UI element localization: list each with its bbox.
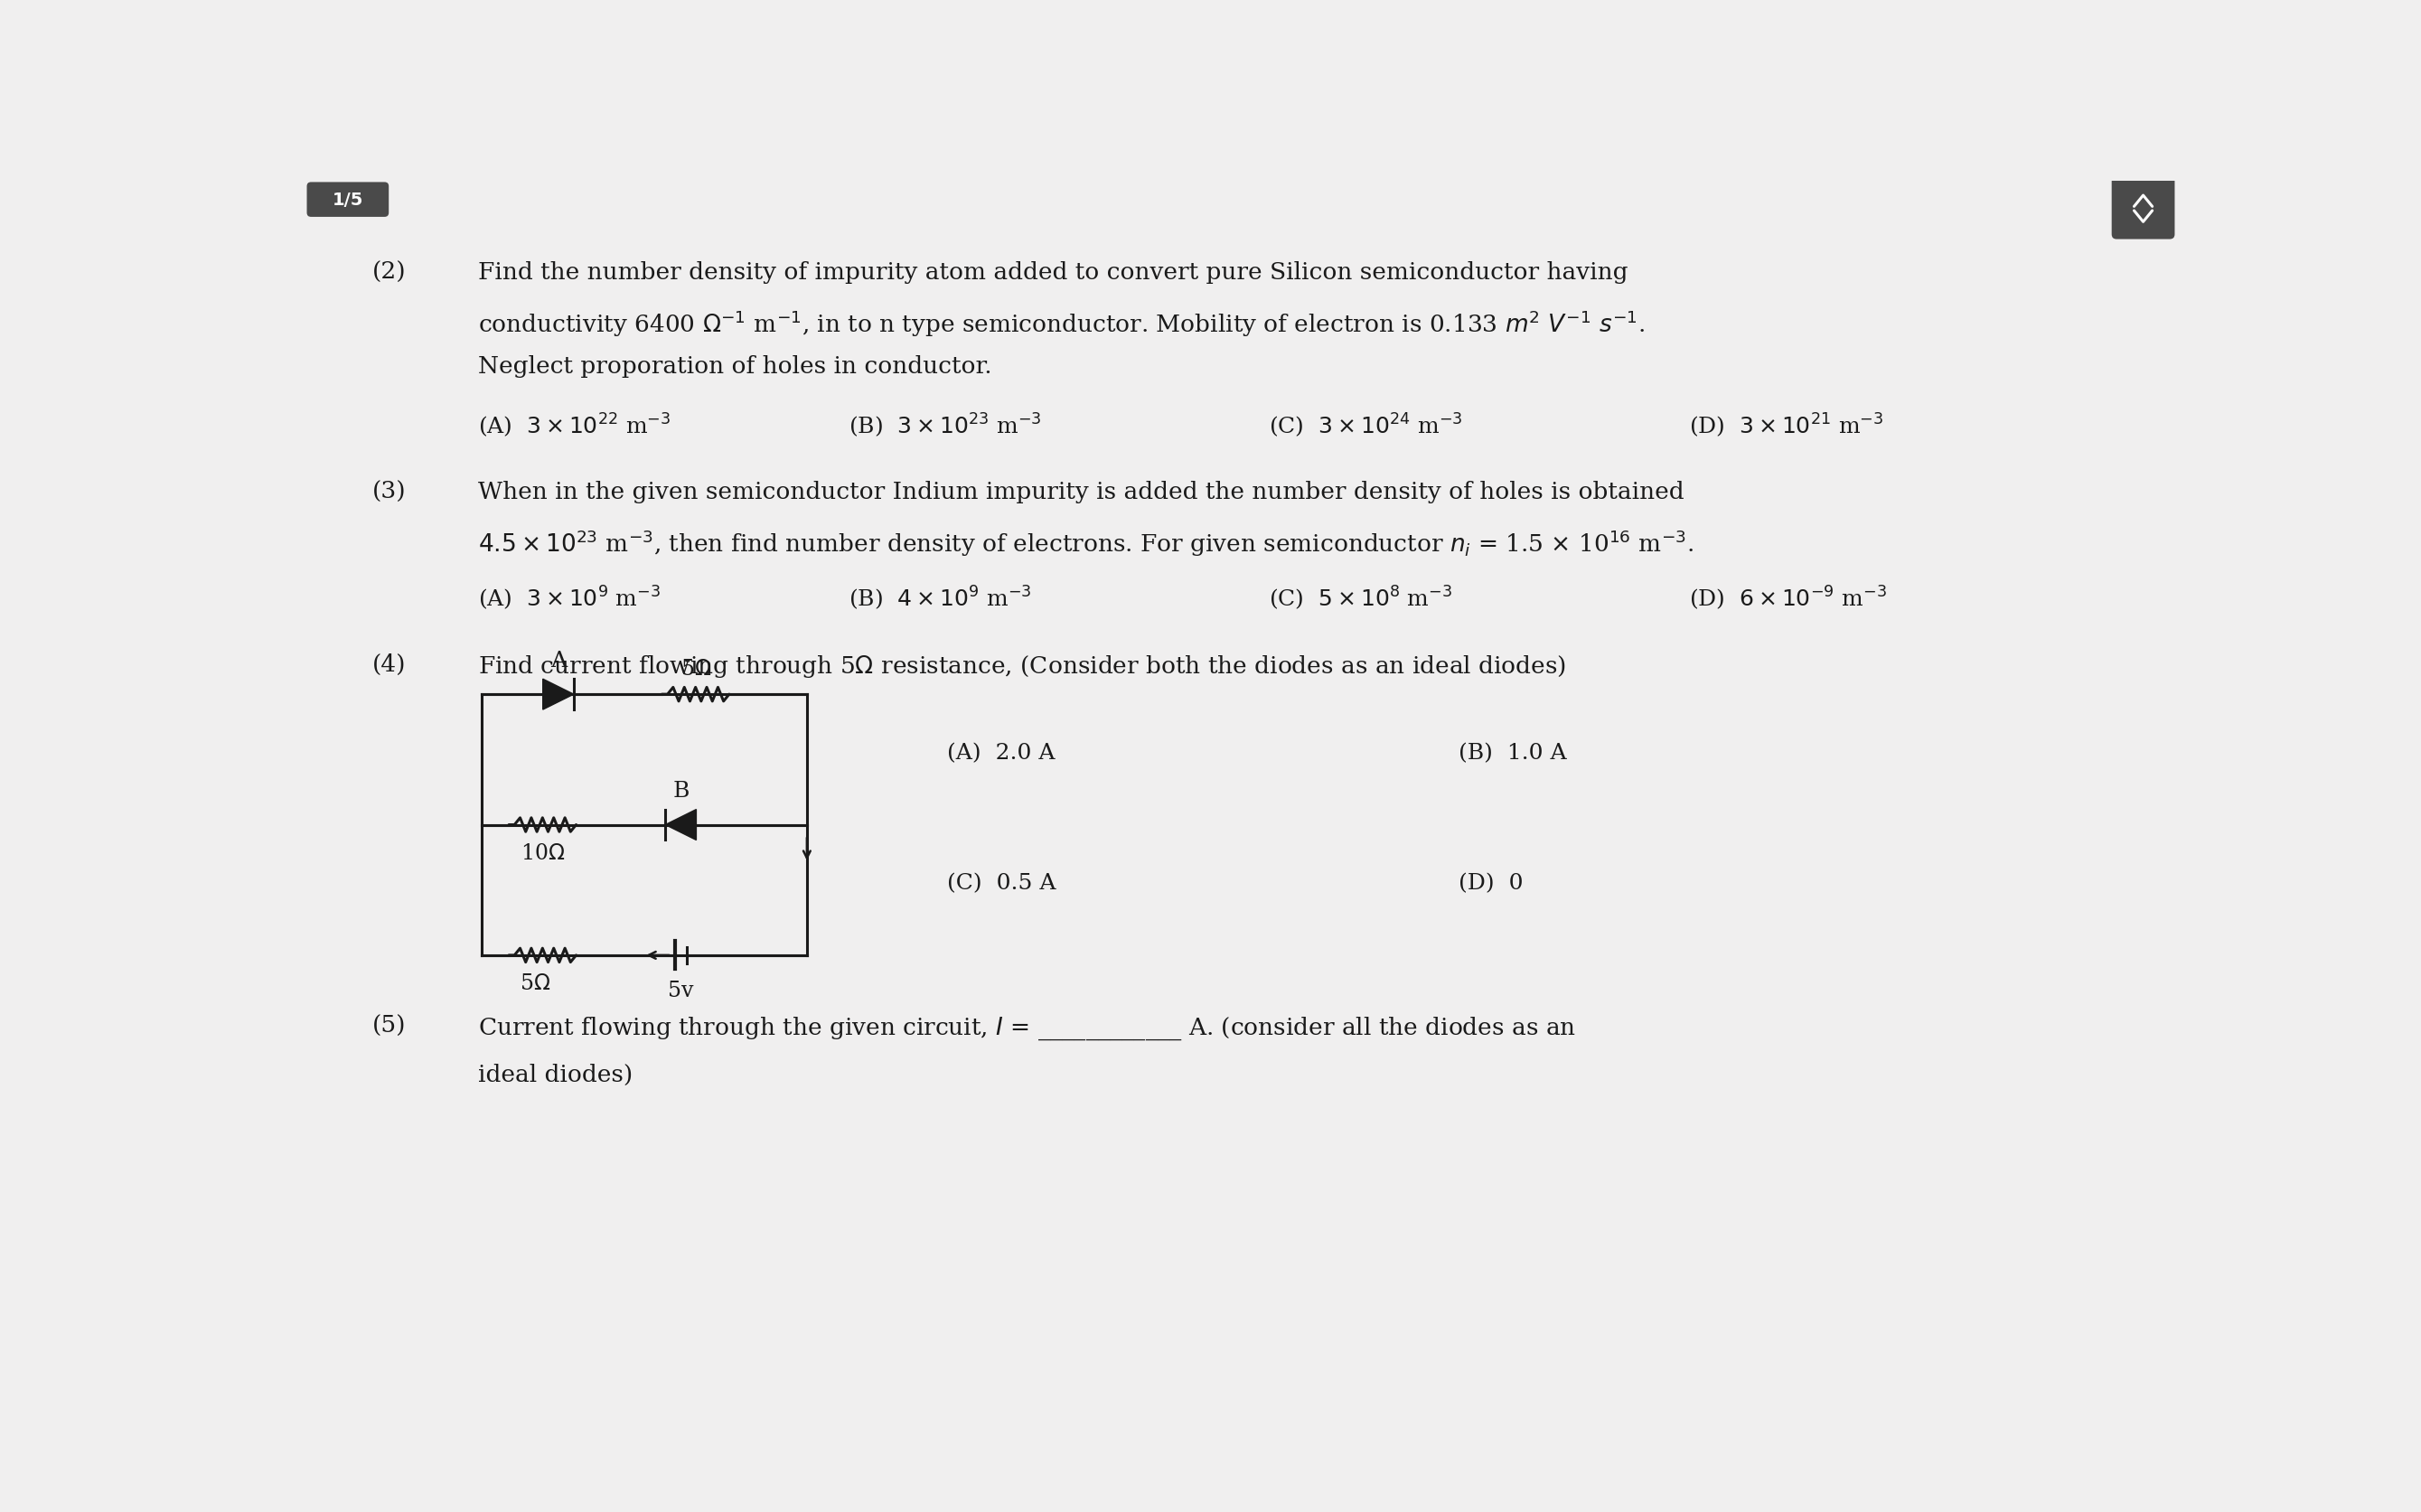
Text: (C)  $3\times10^{24}$ m$^{-3}$: (C) $3\times10^{24}$ m$^{-3}$ xyxy=(1269,411,1462,438)
Text: (B)  1.0 A: (B) 1.0 A xyxy=(1457,742,1566,764)
Text: (5): (5) xyxy=(373,1015,407,1037)
Text: (D)  $3\times10^{21}$ m$^{-3}$: (D) $3\times10^{21}$ m$^{-3}$ xyxy=(1690,411,1884,438)
Text: (B)  $4\times10^{9}$ m$^{-3}$: (B) $4\times10^{9}$ m$^{-3}$ xyxy=(850,584,1031,611)
Text: 1/5: 1/5 xyxy=(332,192,363,209)
FancyBboxPatch shape xyxy=(307,183,390,218)
Text: (4): (4) xyxy=(373,653,407,676)
Text: (A)  2.0 A: (A) 2.0 A xyxy=(947,742,1056,764)
Text: (D)  $6\times10^{-9}$ m$^{-3}$: (D) $6\times10^{-9}$ m$^{-3}$ xyxy=(1690,584,1886,611)
Text: 5$\Omega$: 5$\Omega$ xyxy=(521,972,552,993)
Text: (C)  $5\times10^{8}$ m$^{-3}$: (C) $5\times10^{8}$ m$^{-3}$ xyxy=(1269,584,1453,611)
Text: (A)  $3\times10^{9}$ m$^{-3}$: (A) $3\times10^{9}$ m$^{-3}$ xyxy=(477,584,661,611)
Text: $4.5\times10^{23}$ m$^{-3}$, then find number density of electrons. For given se: $4.5\times10^{23}$ m$^{-3}$, then find n… xyxy=(477,528,1692,558)
Text: Find the number density of impurity atom added to convert pure Silicon semicondu: Find the number density of impurity atom… xyxy=(477,260,1627,283)
Text: 5$\Omega$: 5$\Omega$ xyxy=(680,659,712,679)
Polygon shape xyxy=(666,810,697,841)
Text: conductivity 6400 $\Omega^{-1}$ m$^{-1}$, in to n type semiconductor. Mobility o: conductivity 6400 $\Omega^{-1}$ m$^{-1}$… xyxy=(477,308,1644,339)
Text: (B)  $3\times10^{23}$ m$^{-3}$: (B) $3\times10^{23}$ m$^{-3}$ xyxy=(850,411,1041,438)
Text: (3): (3) xyxy=(373,481,407,503)
Text: (C)  0.5 A: (C) 0.5 A xyxy=(947,872,1056,894)
Text: Current flowing through the given circuit, $I$ = ____________ A. (consider all t: Current flowing through the given circui… xyxy=(477,1015,1576,1042)
Text: When in the given semiconductor Indium impurity is added the number density of h: When in the given semiconductor Indium i… xyxy=(477,481,1685,503)
Text: ideal diodes): ideal diodes) xyxy=(477,1063,632,1086)
Text: Neglect proporation of holes in conductor.: Neglect proporation of holes in conducto… xyxy=(477,355,993,378)
Text: A: A xyxy=(550,650,567,671)
Text: Find current flowing through 5$\Omega$ resistance, (Consider both the diodes as : Find current flowing through 5$\Omega$ r… xyxy=(477,653,1566,679)
Text: 10$\Omega$: 10$\Omega$ xyxy=(521,842,564,863)
FancyBboxPatch shape xyxy=(2111,177,2174,240)
Text: B: B xyxy=(673,780,690,801)
Text: (A)  $3\times10^{22}$ m$^{-3}$: (A) $3\times10^{22}$ m$^{-3}$ xyxy=(477,411,671,438)
Text: 5v: 5v xyxy=(668,980,695,1001)
Text: (D)  0: (D) 0 xyxy=(1457,872,1523,894)
Text: (2): (2) xyxy=(373,260,407,283)
Polygon shape xyxy=(542,679,574,711)
